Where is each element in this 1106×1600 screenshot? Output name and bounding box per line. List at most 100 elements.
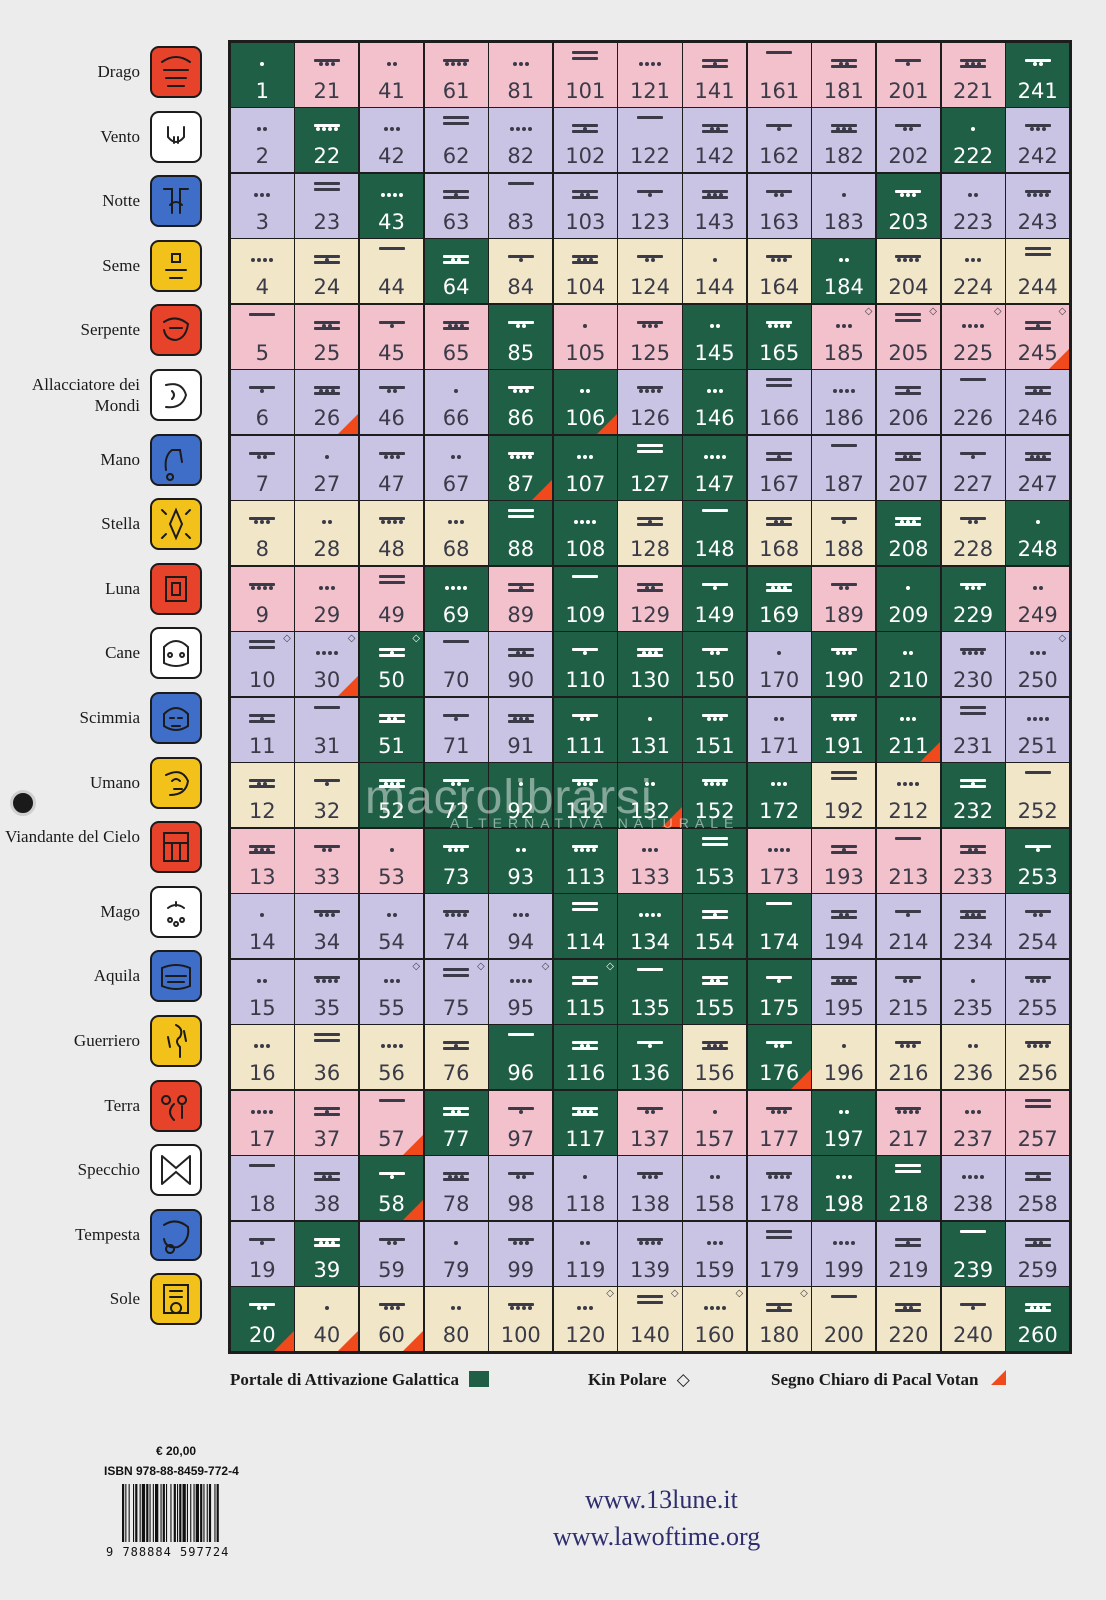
kin-number: 221 (953, 78, 994, 103)
kin-cell: 223 (941, 173, 1005, 238)
tone-notation-icon (1024, 116, 1051, 132)
kin-number: 144 (694, 275, 735, 300)
website-link-lawoftime[interactable]: www.lawoftime.org (553, 1522, 761, 1551)
tone-notation-icon (766, 378, 793, 390)
tone-notation-icon (572, 116, 599, 136)
kin-number: 74 (442, 930, 470, 955)
kin-cell: 203 (876, 173, 940, 238)
tone-notation-icon (249, 902, 275, 918)
tone-notation-icon (379, 116, 405, 132)
kin-number: 18 (248, 1192, 276, 1217)
kin-cell: 82 (489, 108, 553, 173)
kin-number: 139 (629, 1257, 671, 1282)
tone-notation-icon (378, 706, 405, 726)
polar-kin-diamond-icon: ◇ (800, 1288, 808, 1300)
tone-notation-icon (313, 771, 340, 787)
tone-notation-icon (313, 1230, 340, 1250)
tone-notation-icon (895, 902, 922, 918)
kin-number: 202 (888, 144, 929, 169)
kin-number: 148 (694, 537, 735, 562)
tone-notation-icon (378, 1295, 405, 1311)
polar-kin-diamond-icon: ◇ (541, 960, 550, 972)
tone-notation-icon (636, 1230, 663, 1245)
legend-portal: Portale di Attivazione Galattica (230, 1370, 490, 1390)
tone-notation-icon (443, 575, 469, 590)
tone-notation-icon (637, 51, 663, 66)
kin-number: 2 (255, 144, 269, 169)
kin-cell: 209 (876, 566, 940, 631)
kin-number: 26 (313, 406, 341, 431)
kin-cell: 142 (683, 108, 747, 173)
white-worldbridger-glyph (150, 369, 202, 421)
kin-cell: 91 (489, 697, 553, 762)
tone-notation-icon (636, 182, 663, 197)
polar-kin-diamond-icon: ◇ (347, 633, 356, 645)
kin-number: 171 (759, 733, 800, 758)
tone-notation-icon (1024, 1164, 1051, 1184)
kin-number: 203 (888, 209, 929, 234)
tone-notation-icon (960, 509, 987, 525)
kin-cell: 27 (295, 435, 359, 500)
kin-number: 14 (248, 930, 276, 955)
kin-cell: 152 (683, 763, 747, 828)
kin-number: 1 (255, 78, 269, 103)
tone-notation-icon (507, 1099, 534, 1114)
kin-number: 226 (953, 406, 994, 431)
kin-cell: 23 (295, 173, 359, 238)
kin-cell: 67 (424, 435, 488, 500)
kin-cell: 126 (618, 370, 682, 435)
white-mirror-glyph (150, 1144, 202, 1197)
tone-notation-icon (637, 706, 663, 721)
kin-number: 45 (378, 340, 405, 365)
tone-notation-icon (895, 771, 921, 787)
kin-cell: 86 (489, 370, 553, 435)
tone-notation-icon (960, 902, 987, 922)
kin-cell: 134 (618, 894, 682, 959)
kin-number: 107 (565, 471, 606, 496)
tone-notation-icon (249, 312, 276, 319)
tone-notation-icon (766, 1033, 793, 1049)
tone-notation-icon (313, 116, 340, 132)
tone-notation-icon (572, 1033, 599, 1053)
kin-number: 240 (953, 1323, 994, 1348)
sign-label: Scimmia (79, 708, 140, 727)
tone-notation-icon (895, 968, 922, 983)
tone-notation-icon (572, 1164, 598, 1180)
sign-label: Umano (89, 772, 140, 792)
tone-notation-icon (249, 1164, 276, 1170)
kin-number: 147 (694, 471, 735, 496)
tone-notation-icon (249, 51, 275, 66)
tone-notation-icon (379, 1033, 405, 1049)
kin-number: 67 (442, 471, 470, 496)
kin-cell: 260 (1006, 1287, 1070, 1352)
kin-cell: 80 (424, 1287, 488, 1352)
kin-number: 129 (629, 602, 671, 627)
kin-cell: 122 (618, 108, 682, 173)
kin-cell: 83 (489, 173, 553, 238)
tone-notation-icon (895, 312, 922, 325)
tone-notation-icon (831, 378, 857, 394)
tone-notation-icon (960, 837, 987, 857)
polar-kin-diamond-icon: ◇ (283, 633, 291, 645)
tone-notation-icon (895, 378, 922, 398)
kin-number: 27 (313, 471, 341, 496)
tone-notation-icon (831, 1033, 857, 1049)
kin-number: 247 (1017, 471, 1058, 496)
tone-notation-icon (313, 902, 340, 918)
pacal-votan-triangle-icon (338, 1331, 359, 1352)
website-link-13lune[interactable]: www.13lune.it (585, 1485, 738, 1514)
kin-number: 15 (248, 995, 276, 1020)
kin-number: 54 (378, 930, 405, 955)
white-wizard-glyph (150, 885, 202, 938)
tone-notation-icon (701, 836, 728, 849)
tone-notation-icon (508, 116, 534, 132)
kin-number: 133 (629, 864, 671, 889)
kin-cell: 253 (1006, 828, 1070, 893)
tone-notation-icon (831, 1230, 857, 1245)
polar-kin-diamond-icon: ◇ (477, 960, 485, 972)
kin-number: 8 (255, 537, 269, 562)
tone-notation-icon (766, 444, 793, 464)
tone-notation-icon (249, 444, 276, 459)
kin-number: 230 (953, 668, 994, 693)
tone-notation-icon (636, 1033, 663, 1049)
